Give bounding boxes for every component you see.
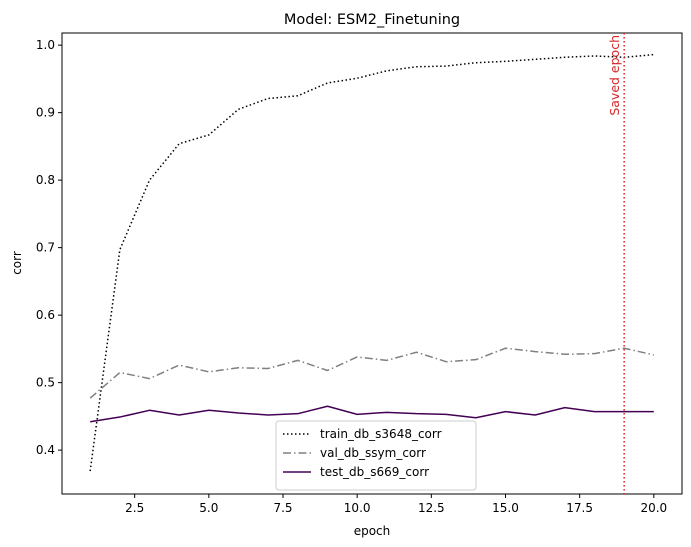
x-tick-label: 5.0 (199, 501, 218, 515)
x-tick-label: 7.5 (273, 501, 292, 515)
y-tick-label: 1.0 (36, 38, 55, 52)
y-tick-label: 0.9 (36, 106, 55, 120)
series-line (89, 347, 654, 399)
saved-epoch-label: Saved epoch (607, 35, 622, 116)
y-axis-label: corr (10, 251, 24, 275)
plot-area (89, 53, 654, 472)
legend-label: test_db_s669_corr (320, 465, 429, 479)
y-tick-label: 0.6 (36, 308, 55, 322)
y-tick-label: 0.4 (36, 443, 55, 457)
x-tick-label: 17.5 (566, 501, 593, 515)
chart-title: Model: ESM2_Finetuning (284, 12, 460, 28)
legend: train_db_s3648_corr val_db_ssym_corr test_… (275, 420, 477, 491)
y-tick-label: 0.7 (36, 241, 55, 255)
x-axis-label: epoch (354, 524, 391, 538)
y-tick-label: 0.5 (36, 376, 55, 390)
series-line (89, 53, 654, 472)
plot-frame (61, 32, 683, 495)
legend-label: val_db_ssym_corr (320, 446, 426, 460)
x-tick-label: 20.0 (640, 501, 667, 515)
legend-box (275, 420, 477, 491)
y-axis: 0.4 0.5 0.6 0.7 0.8 0.9 1.0 (36, 38, 62, 457)
x-tick-label: 12.5 (418, 501, 445, 515)
y-tick-label: 0.8 (36, 173, 55, 187)
x-axis: 2.5 5.0 7.5 10.0 12.5 15.0 17.5 20.0 (125, 494, 667, 515)
x-tick-label: 2.5 (125, 501, 144, 515)
series-line (90, 405, 654, 423)
annotations: Saved epoch (607, 33, 625, 494)
legend-label: train_db_s3648_corr (320, 427, 442, 441)
x-tick-label: 10.0 (344, 501, 371, 515)
x-tick-label: 15.0 (492, 501, 519, 515)
